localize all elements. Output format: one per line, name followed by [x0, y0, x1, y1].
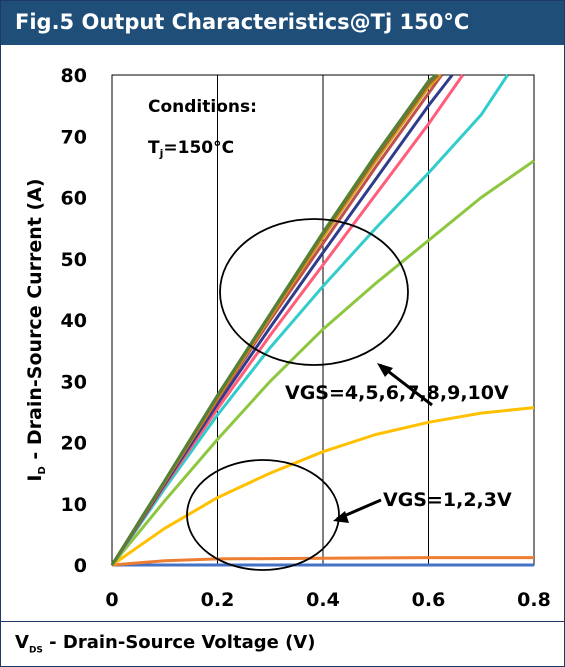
y-axis-label-rest: - Drain-Source Current (A) — [24, 178, 46, 466]
ellipse-high-vgs — [219, 218, 409, 366]
y-tick-label: 40 — [61, 310, 87, 332]
annotation-vgs-low: VGS=1,2,3V — [383, 489, 512, 511]
x-axis-label: VDS - Drain-Source Voltage (V) — [15, 632, 315, 656]
annotation-vgs-high: VGS=4,5,6,7,8,9,10V — [285, 382, 509, 404]
conditions-temp: =150°C — [163, 138, 234, 158]
x-tick-label: 0 — [105, 589, 118, 611]
y-tick-label: 0 — [74, 555, 87, 577]
ellipse-low-vgs — [186, 459, 340, 571]
x-tick-label: 0.8 — [517, 589, 551, 611]
y-tick-labels: 0 10 20 30 40 50 60 70 80 — [61, 65, 87, 577]
x-axis-label-bar: VDS - Drain-Source Voltage (V) — [1, 621, 564, 667]
y-tick-label: 20 — [61, 433, 87, 455]
y-tick-label: 60 — [61, 188, 87, 210]
arrowhead-low-vgs — [333, 511, 349, 523]
annotation-ellipses — [186, 218, 409, 571]
y-axis-label-i: I — [24, 475, 46, 482]
x-axis-label-sub: DS — [28, 645, 43, 656]
title-bar: Fig.5 Output Characteristics@Tj 150°C — [1, 1, 564, 45]
conditions-t: T — [148, 138, 160, 158]
chart-svg: Conditions: Tj=150°C VGS=4,5,6,7,8,9,10V… — [24, 65, 551, 611]
y-tick-label: 70 — [61, 126, 87, 148]
chart-title: Fig.5 Output Characteristics@Tj 150°C — [15, 10, 470, 34]
y-tick-label: 80 — [61, 65, 87, 87]
y-tick-label: 50 — [61, 249, 87, 271]
series-group — [110, 73, 535, 567]
x-tick-label: 0.2 — [201, 589, 235, 611]
y-axis-label: ID - Drain-Source Current (A) — [24, 178, 48, 481]
x-axis-label-v: V — [15, 632, 29, 653]
y-tick-label: 10 — [61, 494, 87, 516]
series-line-1 — [111, 556, 534, 567]
y-tick-label: 30 — [61, 371, 87, 393]
arrowhead-high-vgs — [377, 363, 393, 377]
conditions-box: Conditions: Tj=150°C — [148, 97, 257, 160]
annotation-arrows — [333, 363, 433, 523]
conditions-j: j — [159, 147, 164, 160]
x-tick-label: 0.4 — [306, 589, 340, 611]
series-line-2 — [111, 406, 535, 567]
conditions-line1: Conditions: — [148, 97, 257, 117]
y-axis-label-sub: D — [37, 466, 48, 474]
series-line-3 — [110, 159, 535, 566]
conditions-line2: Tj=150°C — [148, 138, 234, 160]
series-line-10 — [110, 73, 438, 566]
x-tick-label: 0.6 — [412, 589, 446, 611]
series-line-4 — [110, 74, 509, 566]
x-axis-label-rest: - Drain-Source Voltage (V) — [42, 632, 316, 653]
x-tick-labels: 0 0.2 0.4 0.6 0.8 — [105, 589, 550, 611]
grid-lines — [217, 75, 429, 565]
plot-area: Conditions: Tj=150°C VGS=4,5,6,7,8,9,10V… — [110, 73, 535, 571]
